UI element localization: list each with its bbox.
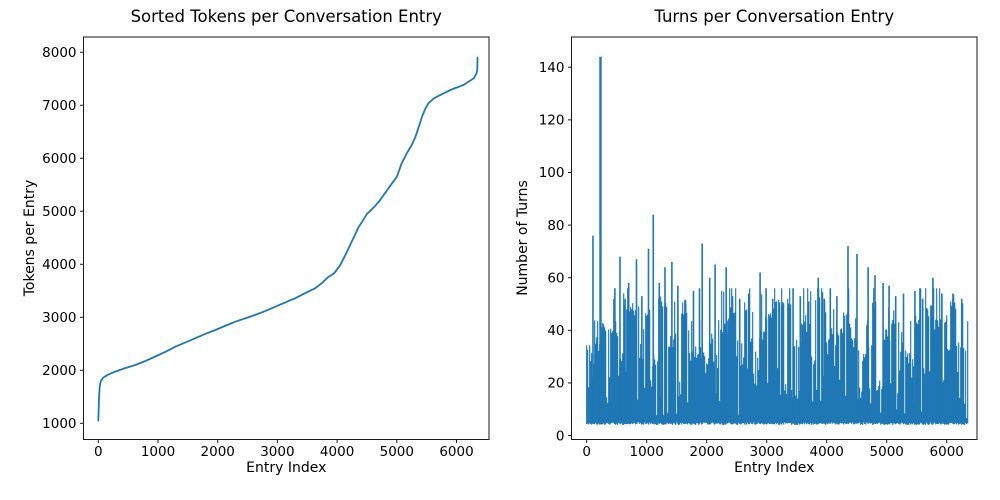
x-tick-label: 2000 <box>201 444 235 460</box>
y-tick-label: 60 <box>547 270 564 286</box>
turns-chart-title: Turns per Conversation Entry <box>654 7 895 26</box>
x-tick-label: 3000 <box>260 444 294 460</box>
x-tick-label: 3000 <box>750 444 784 460</box>
plot-spines <box>571 36 978 440</box>
x-tick-label: 6000 <box>439 444 473 460</box>
y-tick-label: 8000 <box>42 45 76 61</box>
x-tick-label: 1000 <box>630 444 664 460</box>
y-tick-label: 40 <box>547 323 564 339</box>
x-tick-label: 4000 <box>810 444 844 460</box>
y-tick-label: 0 <box>556 428 565 444</box>
y-tick-label: 80 <box>547 218 564 234</box>
x-tick-label: 0 <box>94 444 103 460</box>
y-tick-label: 6000 <box>42 151 76 167</box>
x-tick-label: 2000 <box>690 444 724 460</box>
tokens-line-series <box>97 56 479 422</box>
turns-yaxis-label: Number of Turns <box>515 180 531 296</box>
y-tick-label: 7000 <box>42 98 76 114</box>
y-tick-label: 2000 <box>42 363 76 379</box>
y-tick-label: 1000 <box>42 416 76 432</box>
x-tick-label: 1000 <box>141 444 175 460</box>
y-tick-label: 5000 <box>42 204 76 220</box>
x-tick-label: 6000 <box>930 444 964 460</box>
y-tick-label: 100 <box>539 165 565 181</box>
tokens-chart-axes: 0 1000 2000 3000 4000 5000 6000 1000 2000 3000 400… <box>42 36 490 460</box>
x-tick-label: 5000 <box>380 444 414 460</box>
tokens-chart-title: Sorted Tokens per Conversation Entry <box>130 7 442 26</box>
x-tick-label: 4000 <box>320 444 354 460</box>
x-tick-label: 5000 <box>870 444 904 460</box>
y-tick-label: 140 <box>539 60 565 76</box>
turns-line-series-body <box>586 288 969 426</box>
y-tick-label: 3000 <box>42 310 76 326</box>
plot-spines <box>83 36 490 440</box>
y-tick-label: 4000 <box>42 257 76 273</box>
turns-xaxis-label: Entry Index <box>734 460 815 476</box>
turns-chart-axes: 0 1000 2000 3000 4000 5000 6000 0 20 40 60 80 100 120… <box>539 36 978 460</box>
tokens-xaxis-label: Entry Index <box>246 460 327 476</box>
x-tick-label: 0 <box>582 444 591 460</box>
y-tick-label: 20 <box>547 376 564 392</box>
y-tick-label: 120 <box>539 113 565 129</box>
tokens-yaxis-label: Tokens per Entry <box>22 179 38 297</box>
